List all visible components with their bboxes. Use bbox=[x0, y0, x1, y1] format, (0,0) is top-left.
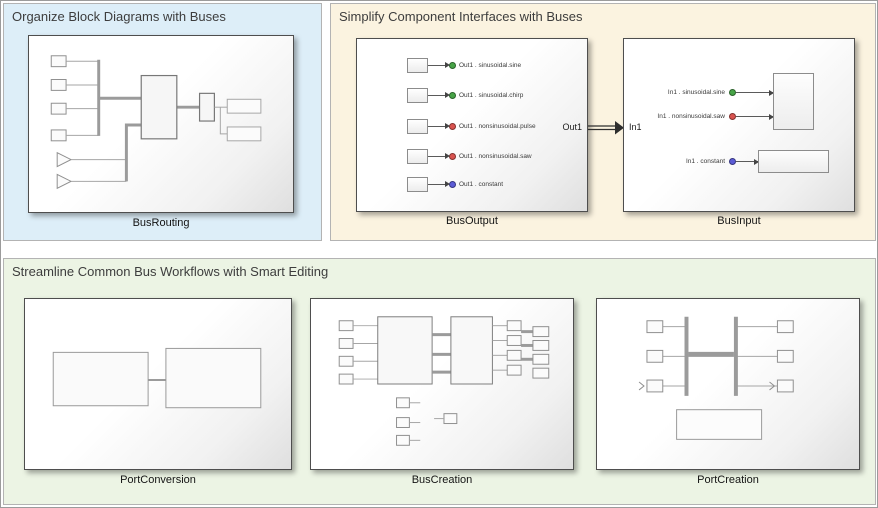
panel-simplify-title: Simplify Component Interfaces with Buses bbox=[339, 9, 583, 24]
bus-routing-caption: BusRouting bbox=[132, 217, 190, 229]
input-blocks bbox=[338, 320, 354, 385]
signal-wire bbox=[428, 181, 450, 187]
bus-output-caption: BusOutput bbox=[446, 215, 498, 227]
signal-dot bbox=[449, 122, 456, 130]
port-creation-thumbnail[interactable] bbox=[596, 298, 860, 470]
signal-wire bbox=[736, 113, 774, 120]
bus-output-signal-row: Out1 . nonsinusoidal.pulse bbox=[407, 118, 536, 134]
bus-input-thumbnail[interactable]: In1 In1 . sinusoidal.sine In1 . nonsinus… bbox=[623, 38, 855, 212]
signal-dot bbox=[729, 112, 736, 120]
thin-wires bbox=[492, 325, 508, 371]
port-conversion-caption: PortConversion bbox=[120, 474, 196, 486]
source-blocks bbox=[50, 55, 73, 190]
signal-label: In1 . constant bbox=[685, 157, 725, 165]
signal-dot bbox=[729, 157, 736, 165]
output-blocks bbox=[506, 320, 522, 376]
port-creation-diagram bbox=[638, 316, 794, 440]
panel-simplify: Simplify Component Interfaces with Buses… bbox=[330, 3, 876, 241]
panel-organize: Organize Block Diagrams with Buses bbox=[3, 3, 322, 241]
bus-creation-caption: BusCreation bbox=[411, 474, 473, 486]
bus-routing-thumbnail[interactable] bbox=[28, 35, 294, 213]
port-conversion-thumbnail[interactable] bbox=[24, 298, 292, 470]
source-block bbox=[407, 148, 428, 164]
source-block bbox=[407, 87, 428, 103]
bus-input-signal-row: In1 . sinusoidal.sine bbox=[624, 84, 736, 100]
signal-label: Out1 . constant bbox=[459, 180, 504, 188]
signal-dot bbox=[449, 61, 456, 69]
subsystem-blocks bbox=[140, 74, 215, 140]
port-blocks bbox=[646, 320, 794, 393]
signal-wire bbox=[428, 123, 450, 129]
source-block bbox=[407, 118, 428, 134]
panel-streamline: Streamline Common Bus Workflows with Sma… bbox=[3, 258, 876, 505]
sink-block bbox=[758, 150, 829, 173]
signal-label: In1 . sinusoidal.sine bbox=[667, 88, 725, 96]
stub-wires bbox=[409, 402, 444, 441]
signal-label: Out1 . sinusoidal.chirp bbox=[459, 91, 524, 99]
selector-blocks bbox=[532, 326, 550, 379]
signal-wire bbox=[428, 62, 450, 68]
port-conversion-diagram bbox=[52, 347, 262, 409]
bus-input-port-label: In1 bbox=[629, 122, 642, 132]
bus-bars bbox=[684, 316, 738, 396]
bus-output-signal-row: Out1 . sinusoidal.chirp bbox=[407, 87, 523, 103]
bus-creation-thumbnail[interactable] bbox=[310, 298, 574, 470]
signal-wire bbox=[736, 158, 759, 165]
bus-lines bbox=[432, 333, 451, 374]
bus-output-port-label: Out1 bbox=[562, 122, 582, 132]
signal-label: Out1 . nonsinusoidal.saw bbox=[459, 152, 532, 160]
bus-connection-arrow bbox=[588, 121, 624, 135]
bus-output-signal-row: Out1 . sinusoidal.sine bbox=[407, 57, 521, 73]
source-block bbox=[407, 176, 428, 192]
bus-creation-diagram bbox=[338, 316, 550, 446]
bus-output-thumbnail[interactable]: Out1 . sinusoidal.sine Out1 . sinusoidal… bbox=[356, 38, 588, 212]
bus-lines bbox=[521, 330, 533, 361]
signal-dot bbox=[449, 152, 456, 160]
signal-dot bbox=[729, 88, 736, 96]
signal-label: Out1 . sinusoidal.sine bbox=[459, 61, 522, 69]
signal-wire bbox=[428, 153, 450, 159]
bus-lines bbox=[97, 59, 200, 182]
signal-dot bbox=[449, 180, 456, 188]
signal-wire bbox=[736, 89, 774, 96]
bus-input-caption: BusInput bbox=[717, 215, 761, 227]
bus-input-signal-row: In1 . constant bbox=[624, 153, 736, 169]
signal-dot bbox=[449, 91, 456, 99]
thin-wires bbox=[353, 325, 378, 380]
thin-wires bbox=[66, 60, 127, 182]
thin-wires bbox=[662, 326, 778, 387]
bus-routing-diagram bbox=[50, 55, 262, 190]
bus-output-signal-row: Out1 . constant bbox=[407, 176, 503, 192]
panel-organize-title: Organize Block Diagrams with Buses bbox=[12, 9, 226, 24]
floating-blocks bbox=[396, 397, 458, 446]
panel-streamline-title: Streamline Common Bus Workflows with Sma… bbox=[12, 264, 329, 279]
bus-output-signal-row: Out1 . nonsinusoidal.saw bbox=[407, 148, 532, 164]
signal-label: In1 . nonsinusoidal.saw bbox=[657, 112, 725, 120]
signal-label: Out1 . nonsinusoidal.pulse bbox=[459, 122, 536, 130]
source-block bbox=[407, 57, 428, 73]
sink-blocks bbox=[214, 98, 262, 142]
port-creation-caption: PortCreation bbox=[697, 474, 759, 486]
signal-wire bbox=[428, 92, 450, 98]
bus-input-signal-row: In1 . nonsinusoidal.saw bbox=[624, 108, 736, 124]
sink-block bbox=[773, 73, 814, 130]
